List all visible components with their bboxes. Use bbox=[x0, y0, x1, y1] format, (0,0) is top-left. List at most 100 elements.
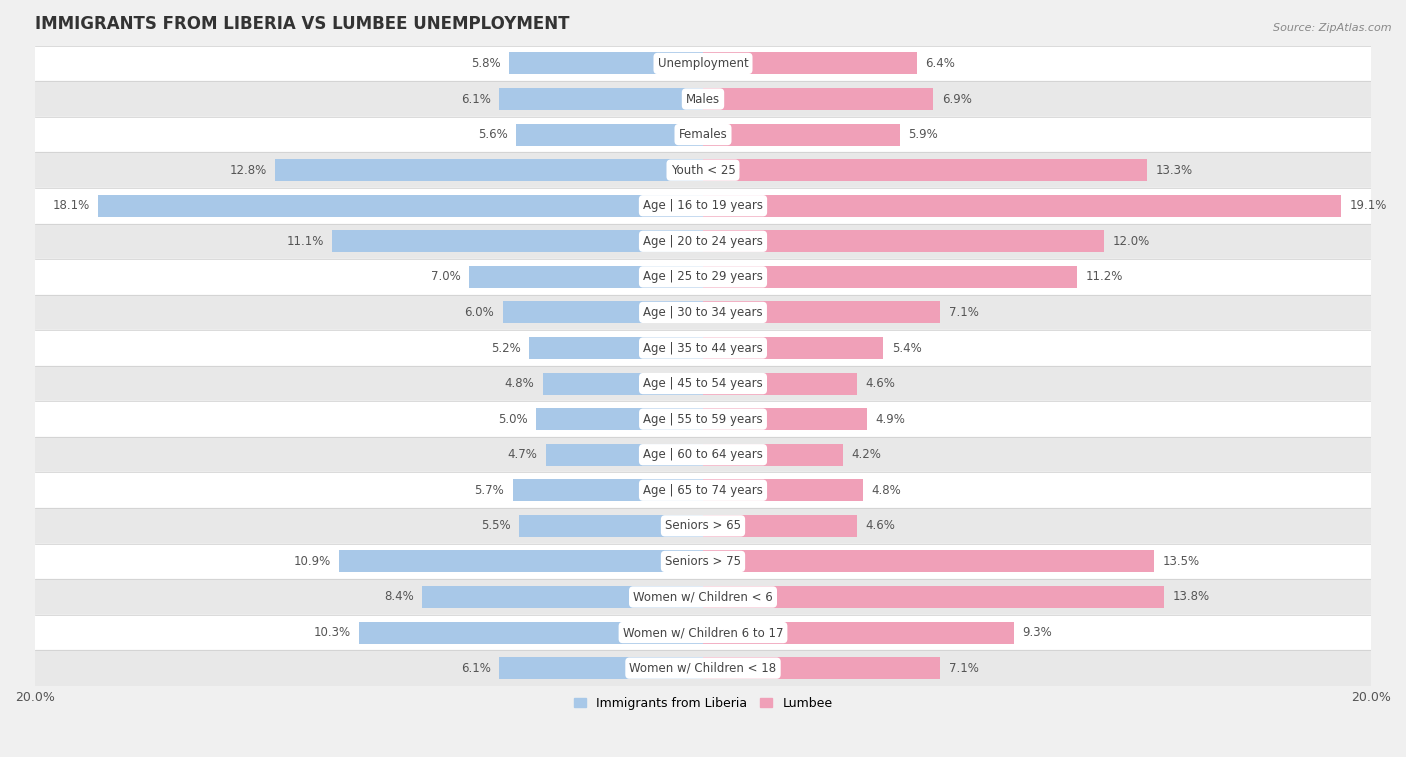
Text: 11.2%: 11.2% bbox=[1085, 270, 1123, 283]
Text: 19.1%: 19.1% bbox=[1350, 199, 1386, 212]
Text: 5.4%: 5.4% bbox=[891, 341, 921, 354]
Text: Age | 25 to 29 years: Age | 25 to 29 years bbox=[643, 270, 763, 283]
Bar bbox=[703, 88, 934, 110]
Text: 13.3%: 13.3% bbox=[1156, 164, 1192, 176]
Text: Age | 60 to 64 years: Age | 60 to 64 years bbox=[643, 448, 763, 461]
Bar bbox=[98, 195, 703, 217]
Text: 4.6%: 4.6% bbox=[865, 519, 894, 532]
Text: 5.5%: 5.5% bbox=[481, 519, 510, 532]
Text: Women w/ Children 6 to 17: Women w/ Children 6 to 17 bbox=[623, 626, 783, 639]
Text: 7.1%: 7.1% bbox=[949, 662, 979, 674]
Bar bbox=[332, 230, 703, 252]
Bar bbox=[35, 188, 1371, 223]
Bar bbox=[35, 437, 1371, 472]
Bar bbox=[703, 657, 941, 679]
Bar bbox=[35, 401, 1371, 437]
Bar bbox=[703, 159, 1147, 181]
Bar bbox=[422, 586, 703, 608]
Bar bbox=[35, 259, 1371, 294]
Text: Unemployment: Unemployment bbox=[658, 57, 748, 70]
Text: 6.0%: 6.0% bbox=[464, 306, 495, 319]
Text: Age | 30 to 34 years: Age | 30 to 34 years bbox=[643, 306, 763, 319]
Text: 13.5%: 13.5% bbox=[1163, 555, 1199, 568]
Text: 7.0%: 7.0% bbox=[432, 270, 461, 283]
Text: 8.4%: 8.4% bbox=[384, 590, 413, 603]
Text: 6.1%: 6.1% bbox=[461, 92, 491, 105]
Bar bbox=[703, 195, 1341, 217]
Bar bbox=[703, 123, 900, 145]
Bar bbox=[339, 550, 703, 572]
Text: IMMIGRANTS FROM LIBERIA VS LUMBEE UNEMPLOYMENT: IMMIGRANTS FROM LIBERIA VS LUMBEE UNEMPL… bbox=[35, 15, 569, 33]
Text: Age | 35 to 44 years: Age | 35 to 44 years bbox=[643, 341, 763, 354]
Text: 5.7%: 5.7% bbox=[474, 484, 505, 497]
Text: 5.0%: 5.0% bbox=[498, 413, 527, 425]
Bar bbox=[35, 472, 1371, 508]
Text: 4.6%: 4.6% bbox=[865, 377, 894, 390]
Text: 5.8%: 5.8% bbox=[471, 57, 501, 70]
Text: Youth < 25: Youth < 25 bbox=[671, 164, 735, 176]
Text: Source: ZipAtlas.com: Source: ZipAtlas.com bbox=[1274, 23, 1392, 33]
Bar bbox=[513, 479, 703, 501]
Text: Males: Males bbox=[686, 92, 720, 105]
Text: 6.1%: 6.1% bbox=[461, 662, 491, 674]
Text: Age | 55 to 59 years: Age | 55 to 59 years bbox=[643, 413, 763, 425]
Bar bbox=[703, 301, 941, 323]
Text: 13.8%: 13.8% bbox=[1173, 590, 1209, 603]
Bar bbox=[516, 123, 703, 145]
Bar bbox=[703, 515, 856, 537]
Bar bbox=[703, 479, 863, 501]
Bar bbox=[35, 45, 1371, 81]
Bar bbox=[35, 544, 1371, 579]
Text: Age | 65 to 74 years: Age | 65 to 74 years bbox=[643, 484, 763, 497]
Bar bbox=[536, 408, 703, 430]
Bar bbox=[502, 301, 703, 323]
Text: 7.1%: 7.1% bbox=[949, 306, 979, 319]
Bar bbox=[703, 266, 1077, 288]
Bar bbox=[35, 117, 1371, 152]
Bar bbox=[703, 408, 866, 430]
Bar bbox=[35, 223, 1371, 259]
Bar bbox=[35, 366, 1371, 401]
Bar bbox=[703, 230, 1104, 252]
Text: 4.2%: 4.2% bbox=[852, 448, 882, 461]
Text: 4.7%: 4.7% bbox=[508, 448, 537, 461]
Text: Seniors > 75: Seniors > 75 bbox=[665, 555, 741, 568]
Text: 5.2%: 5.2% bbox=[491, 341, 522, 354]
Text: 12.8%: 12.8% bbox=[229, 164, 267, 176]
Text: 4.8%: 4.8% bbox=[505, 377, 534, 390]
Bar bbox=[703, 550, 1154, 572]
Text: 6.9%: 6.9% bbox=[942, 92, 972, 105]
Text: 10.9%: 10.9% bbox=[294, 555, 330, 568]
Text: 4.9%: 4.9% bbox=[875, 413, 905, 425]
Text: 12.0%: 12.0% bbox=[1112, 235, 1150, 248]
Bar bbox=[499, 88, 703, 110]
Bar bbox=[703, 372, 856, 394]
Bar bbox=[543, 372, 703, 394]
Bar bbox=[519, 515, 703, 537]
Bar bbox=[703, 586, 1164, 608]
Bar bbox=[35, 330, 1371, 366]
Legend: Immigrants from Liberia, Lumbee: Immigrants from Liberia, Lumbee bbox=[568, 692, 838, 715]
Text: Age | 20 to 24 years: Age | 20 to 24 years bbox=[643, 235, 763, 248]
Bar bbox=[35, 81, 1371, 117]
Text: 10.3%: 10.3% bbox=[314, 626, 350, 639]
Bar bbox=[35, 615, 1371, 650]
Text: Women w/ Children < 6: Women w/ Children < 6 bbox=[633, 590, 773, 603]
Text: Age | 45 to 54 years: Age | 45 to 54 years bbox=[643, 377, 763, 390]
Bar bbox=[35, 508, 1371, 544]
Bar bbox=[359, 621, 703, 643]
Text: 18.1%: 18.1% bbox=[53, 199, 90, 212]
Bar bbox=[509, 52, 703, 74]
Text: 5.9%: 5.9% bbox=[908, 128, 938, 141]
Text: Seniors > 65: Seniors > 65 bbox=[665, 519, 741, 532]
Bar bbox=[35, 152, 1371, 188]
Bar bbox=[35, 294, 1371, 330]
Bar bbox=[35, 650, 1371, 686]
Text: 6.4%: 6.4% bbox=[925, 57, 955, 70]
Bar bbox=[703, 337, 883, 359]
Text: 11.1%: 11.1% bbox=[287, 235, 323, 248]
Bar bbox=[529, 337, 703, 359]
Text: 4.8%: 4.8% bbox=[872, 484, 901, 497]
Text: Females: Females bbox=[679, 128, 727, 141]
Bar bbox=[499, 657, 703, 679]
